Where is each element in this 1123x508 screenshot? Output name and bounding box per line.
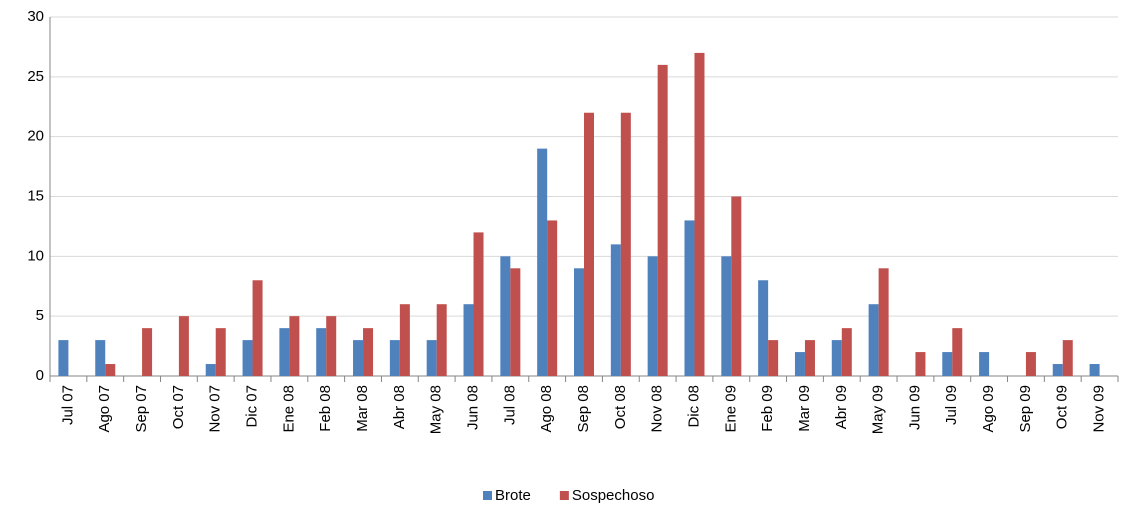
x-tick-label: Jun 09: [906, 385, 923, 430]
bar: [389, 340, 400, 376]
bar: [537, 148, 548, 376]
legend-swatch: [483, 491, 492, 500]
bar: [979, 352, 990, 376]
bar: [758, 280, 769, 376]
x-tick-label: Dic 08: [685, 385, 702, 428]
bar: [289, 316, 300, 376]
bar: [831, 340, 842, 376]
bar: [95, 340, 106, 376]
bar: [326, 316, 337, 376]
bar: [584, 112, 594, 376]
bar: [205, 364, 216, 376]
bar: [316, 328, 327, 376]
y-tick-label: 0: [36, 367, 44, 384]
bar: [1025, 352, 1036, 376]
x-tick-label: Oct 07: [170, 385, 187, 429]
y-tick-label: 25: [27, 68, 44, 85]
bar: [915, 352, 926, 376]
bar: [620, 112, 631, 376]
x-tick-label: Jul 07: [59, 385, 76, 425]
x-tick-label: May 08: [428, 385, 445, 434]
x-tick-label: Sep 09: [1017, 385, 1034, 433]
x-tick-label: Sep 08: [575, 385, 592, 433]
bar: [58, 340, 69, 376]
x-tick-label: Nov 07: [207, 385, 224, 433]
bar: [731, 196, 742, 376]
bar: [684, 220, 695, 376]
bar: [279, 328, 290, 376]
x-tick-label: Jul 09: [943, 385, 960, 425]
x-tick-label: Oct 09: [1054, 385, 1071, 429]
bar: [841, 328, 852, 376]
legend-label: Sospechoso: [572, 487, 655, 504]
y-tick-label: 20: [27, 128, 44, 145]
x-tick-label: Mar 09: [796, 385, 813, 432]
bar: [868, 304, 879, 376]
x-tick-label: Nov 08: [649, 385, 666, 433]
bar: [574, 268, 584, 376]
x-tick-label: May 09: [870, 385, 887, 434]
bar: [768, 340, 779, 376]
bar: [436, 304, 447, 376]
x-tick-label: Feb 08: [317, 385, 334, 432]
x-tick-label: Jun 08: [464, 385, 481, 430]
bar: [721, 256, 732, 376]
y-tick-label: 10: [27, 247, 44, 264]
x-tick-label: Abr 08: [391, 385, 408, 429]
bar: [1089, 364, 1100, 376]
bar: [353, 340, 364, 376]
bar: [647, 256, 658, 376]
x-tick-label: Mar 08: [354, 385, 371, 432]
x-tick-label: Ago 09: [980, 385, 997, 433]
y-tick-label: 30: [27, 8, 44, 25]
bar: [178, 316, 189, 376]
bar: [463, 304, 474, 376]
bar: [804, 340, 815, 376]
y-tick-label: 5: [36, 307, 44, 324]
x-tick-label: Ago 08: [538, 385, 555, 433]
x-tick-label: Nov 09: [1091, 385, 1108, 433]
x-tick-label: Ene 09: [722, 385, 739, 433]
legend-swatch: [559, 491, 569, 500]
bar: [252, 280, 263, 376]
bar: [547, 220, 558, 376]
legend-label: Brote: [495, 487, 531, 504]
bar: [399, 304, 410, 376]
bar: [142, 328, 153, 376]
x-tick-label: Feb 09: [759, 385, 776, 432]
bar: [363, 328, 374, 376]
x-tick-label: Ago 07: [96, 385, 113, 433]
x-tick-label: Sep 07: [133, 385, 150, 433]
x-tick-label: Dic 07: [244, 385, 261, 428]
bar: [610, 244, 621, 376]
bar: [510, 268, 521, 376]
bar: [242, 340, 253, 376]
bar: [473, 232, 484, 376]
x-tick-label: Oct 08: [612, 385, 629, 429]
x-tick-label: Jul 08: [501, 385, 518, 425]
bar: [105, 364, 116, 376]
x-tick-label: Ene 08: [280, 385, 297, 433]
bar: [500, 256, 511, 376]
bar: [1062, 340, 1073, 376]
bar: [694, 52, 705, 377]
y-tick-label: 15: [27, 187, 44, 204]
bar: [657, 64, 668, 376]
bar: [794, 352, 805, 376]
bar: [215, 328, 226, 376]
bar: [952, 328, 963, 376]
bar: [878, 268, 889, 376]
x-tick-label: Abr 09: [833, 385, 850, 429]
bar: [942, 352, 953, 376]
bar: [426, 340, 437, 376]
bar: [1052, 364, 1063, 376]
